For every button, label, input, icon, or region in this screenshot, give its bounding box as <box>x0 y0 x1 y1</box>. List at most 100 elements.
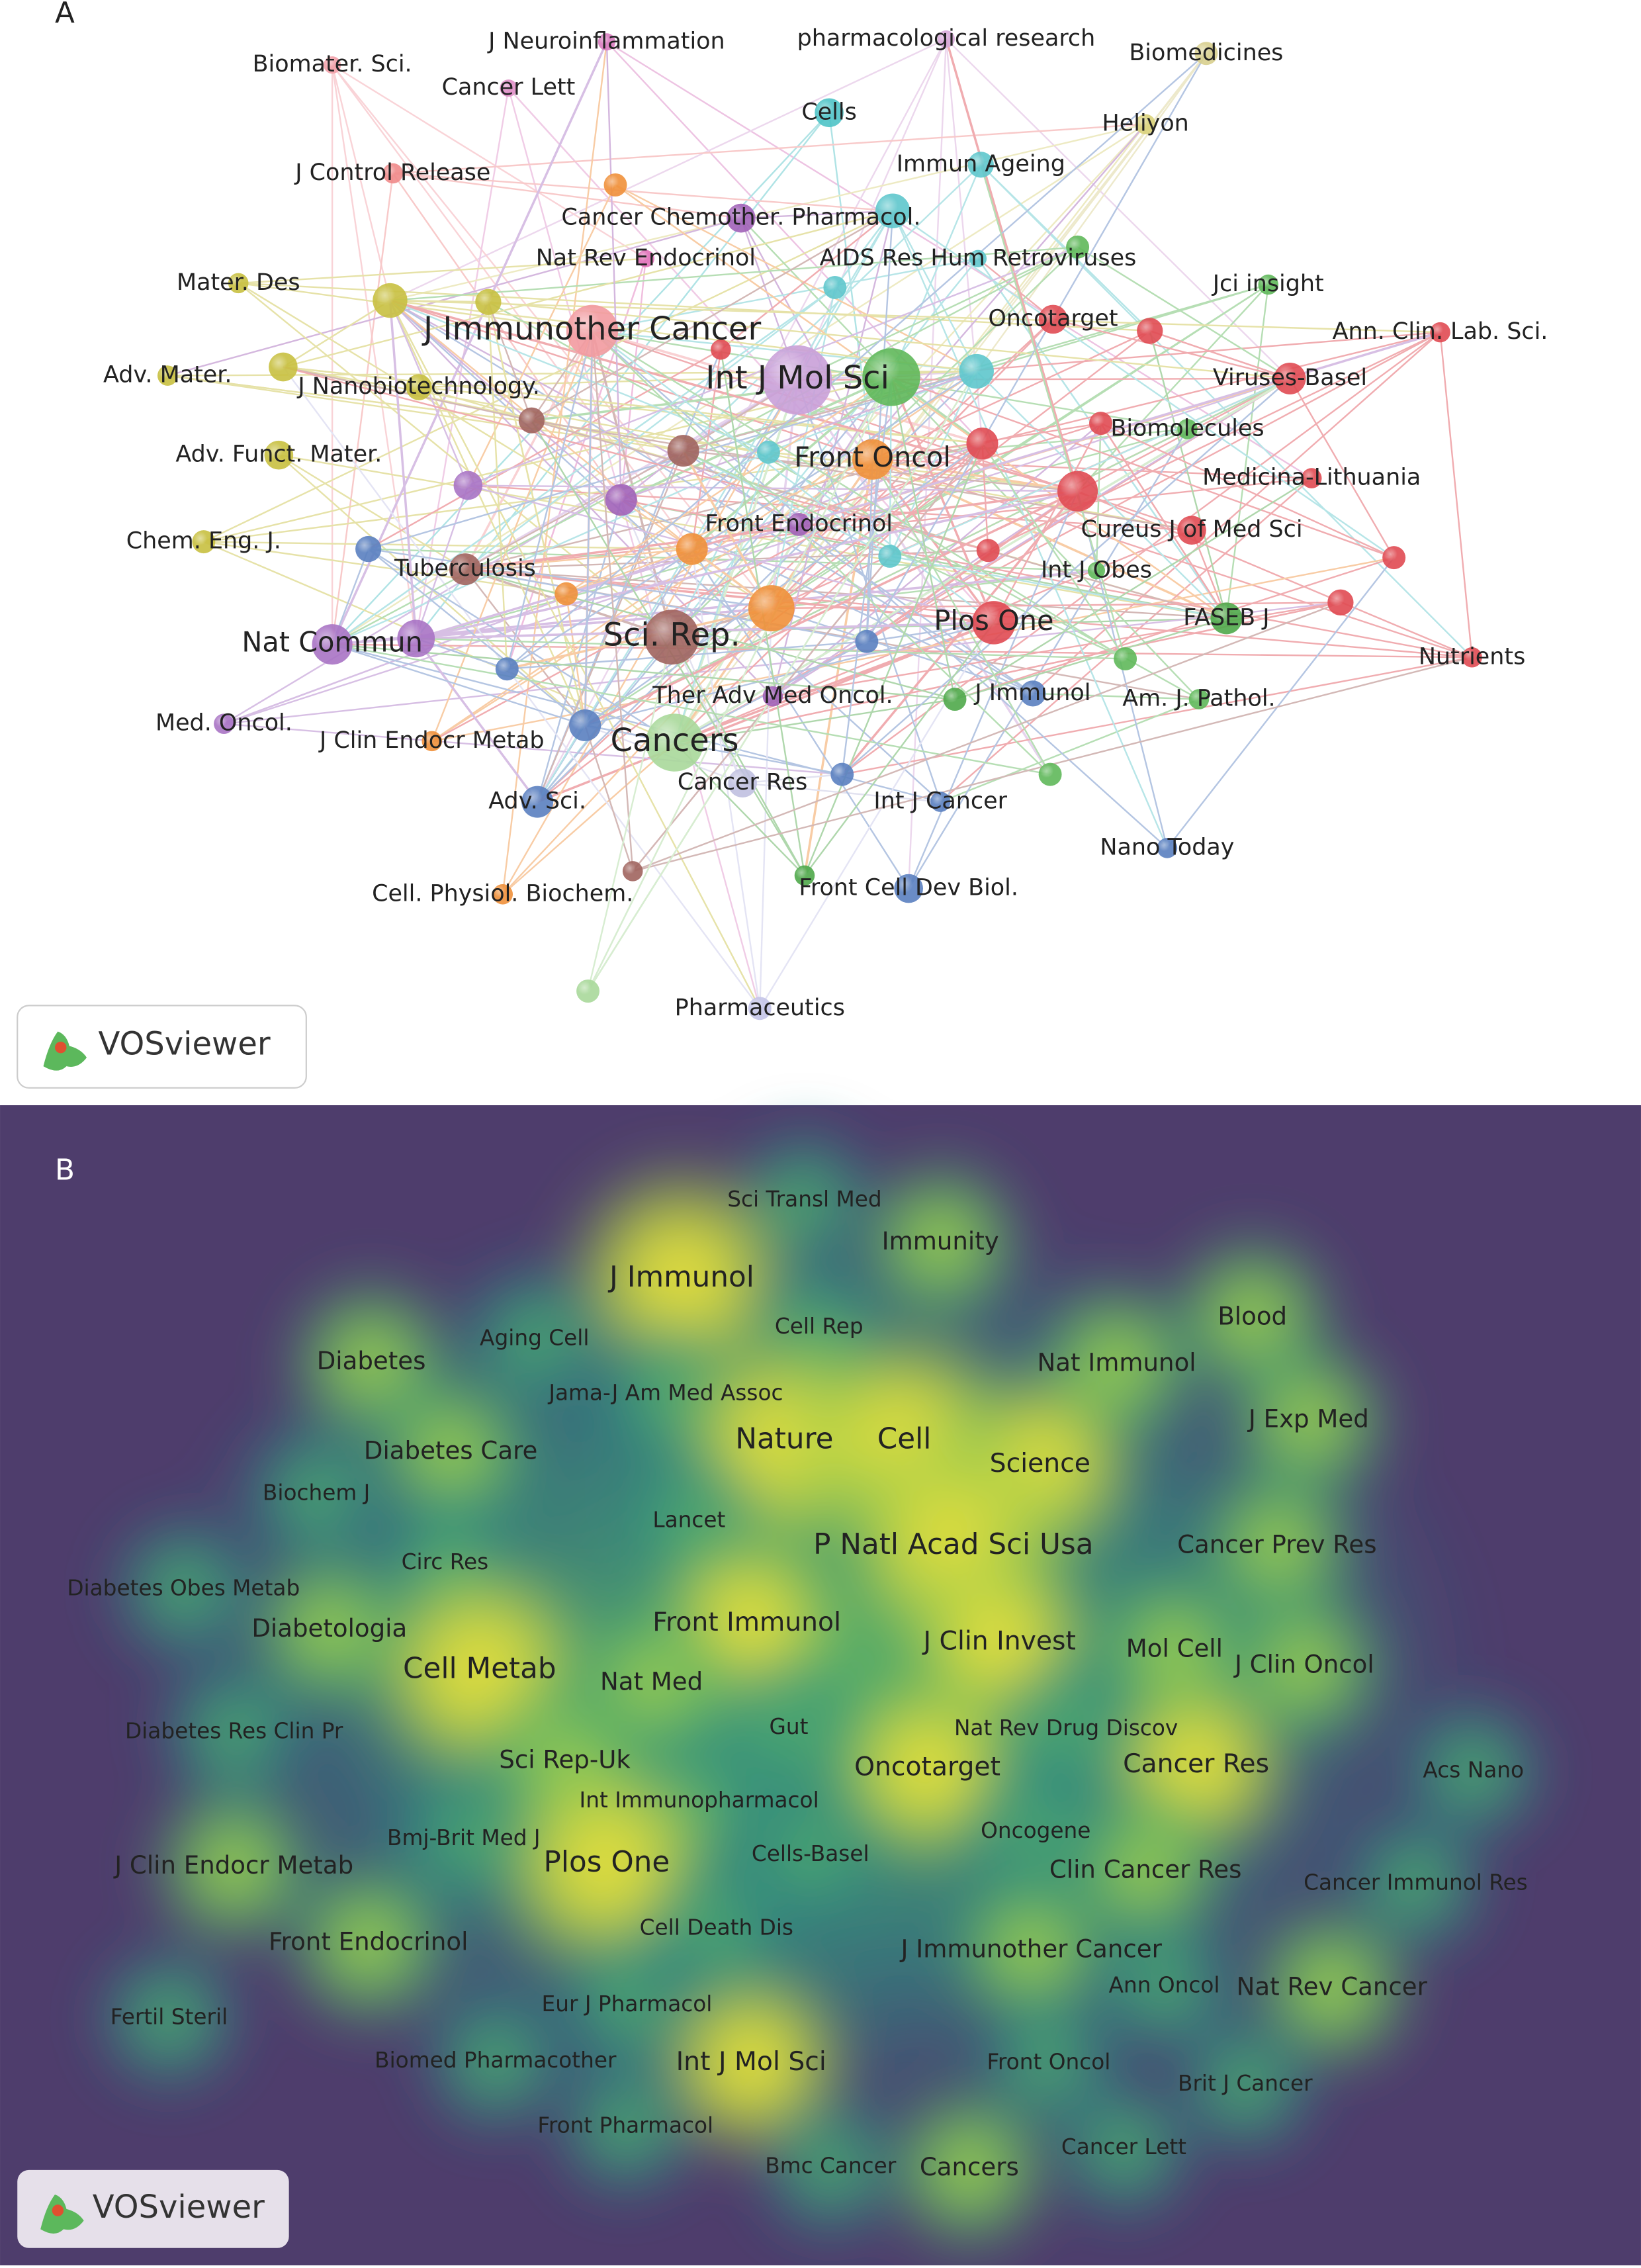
edge <box>592 330 891 557</box>
node-highlight <box>938 31 949 42</box>
node-label: Cancer Lett <box>442 74 576 101</box>
edge <box>796 38 948 381</box>
edge <box>1100 422 1227 619</box>
edge <box>465 477 1312 570</box>
edge <box>976 283 1269 373</box>
edge <box>506 258 646 670</box>
edge <box>908 490 1079 889</box>
logo-text: VOSviewer <box>93 2189 265 2226</box>
node-highlight <box>605 174 619 189</box>
density-map <box>89 1121 1553 2263</box>
edge <box>945 38 1079 492</box>
node-label: Cancer Res <box>678 769 807 795</box>
edge <box>683 370 977 452</box>
node-highlight <box>764 687 776 700</box>
node-label: Adv. Sci. <box>488 788 586 815</box>
density-label: J Clin Endocr Metab <box>113 1851 353 1880</box>
node-highlight <box>1259 275 1272 288</box>
node-highlight <box>969 153 985 169</box>
node-highlight <box>977 540 992 554</box>
edge <box>771 602 1341 610</box>
edge <box>465 568 867 643</box>
node-label: Biomater. Sci. <box>253 51 412 77</box>
edge <box>283 366 532 422</box>
edge <box>537 349 722 803</box>
edge <box>389 300 774 698</box>
node-highlight <box>788 514 803 528</box>
density-label: Mol Cell <box>1126 1635 1223 1663</box>
edge <box>224 602 1341 725</box>
density-label: Cancer Immunol Res <box>1304 1870 1528 1895</box>
edge <box>890 377 995 623</box>
edge <box>584 724 842 776</box>
edge <box>615 184 1227 619</box>
node-label: Cancer Chemother. Pharmacol. <box>561 204 920 231</box>
edge <box>682 450 773 609</box>
node-highlight <box>1190 690 1202 703</box>
edge <box>584 621 995 727</box>
edge <box>537 621 995 803</box>
edge <box>331 65 417 639</box>
edge <box>975 53 1207 372</box>
node-label: Viruses-Basel <box>1213 365 1367 391</box>
edge <box>416 621 995 640</box>
edge <box>1439 332 1473 658</box>
edge <box>465 568 586 726</box>
edge <box>223 379 798 725</box>
edge <box>841 378 1291 776</box>
edge <box>671 637 806 876</box>
edge <box>828 113 873 460</box>
edge <box>418 386 1227 619</box>
edge <box>683 450 891 557</box>
edge <box>981 443 989 551</box>
density-label: Biomed Pharmacother <box>375 2048 617 2073</box>
edge <box>691 376 893 550</box>
edge <box>331 64 391 301</box>
node-label: Nano Today <box>1100 834 1234 860</box>
density-label: Cell Death Dis <box>640 1915 793 1940</box>
edge <box>842 332 1441 776</box>
edge <box>592 330 1051 775</box>
density-label: Front Immunol <box>652 1608 841 1637</box>
edge <box>682 450 1034 694</box>
edge <box>332 112 830 645</box>
node-highlight <box>577 980 592 995</box>
edge <box>871 458 1227 619</box>
edge <box>842 657 1472 776</box>
density-label: Diabetes Care <box>364 1436 537 1465</box>
edge <box>587 377 893 992</box>
density-label: Cells-Basel <box>752 1841 869 1866</box>
node-highlight <box>646 612 680 646</box>
node-highlight <box>399 621 422 645</box>
panel-label: A <box>55 0 75 30</box>
edge <box>621 376 892 501</box>
edge <box>980 164 1151 332</box>
node-highlight <box>638 250 648 261</box>
node-label: J Control Release <box>294 159 490 186</box>
node-highlight <box>357 537 373 553</box>
node-highlight <box>1462 648 1476 660</box>
logo-icon-dot <box>52 2204 64 2216</box>
edge <box>674 742 805 876</box>
edge <box>980 164 1473 658</box>
edge <box>488 301 1200 700</box>
node-highlight <box>1383 547 1397 561</box>
edge <box>770 318 1054 609</box>
edge <box>283 210 893 368</box>
edge <box>587 371 977 992</box>
edge <box>632 602 1341 872</box>
node-highlight <box>493 885 506 897</box>
edge <box>772 602 1341 698</box>
edge <box>981 443 1126 660</box>
edge <box>890 377 956 700</box>
node-highlight <box>1136 114 1149 128</box>
edge <box>278 454 586 726</box>
density-blob <box>274 1849 463 2038</box>
edge <box>907 38 948 889</box>
edge <box>566 548 693 595</box>
density-label: Cancer Lett <box>1061 2134 1186 2159</box>
edge <box>691 549 761 1009</box>
density-label: Oncotarget <box>854 1752 1000 1782</box>
node-label: Int J Obes <box>1041 557 1152 583</box>
node-highlight <box>856 631 871 645</box>
